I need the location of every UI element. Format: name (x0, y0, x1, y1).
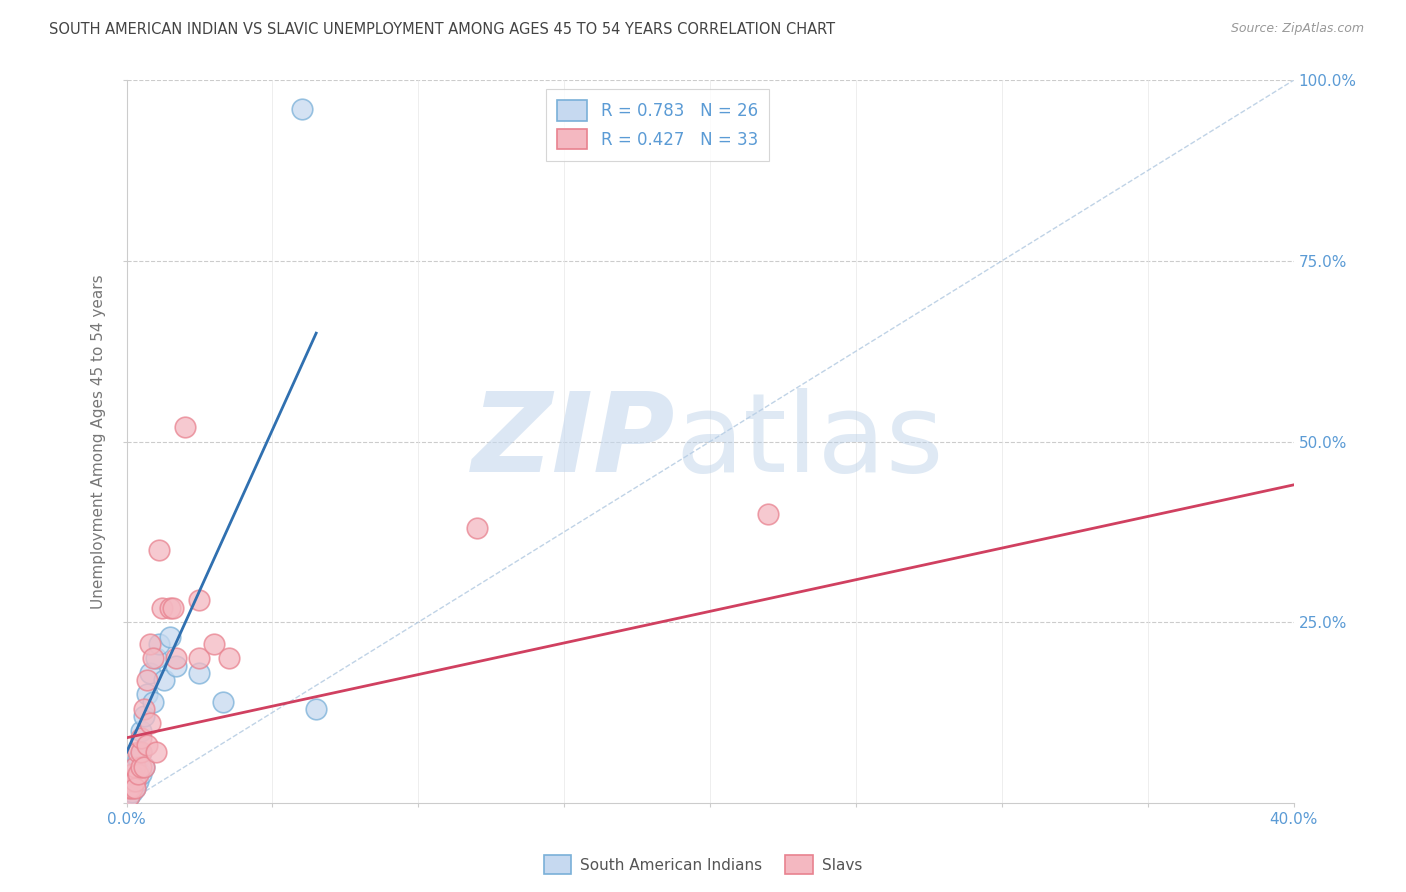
Point (124, 774, 146, 789)
Point (129, 767, 152, 781)
Point (129, 760, 152, 774)
Point (118, 774, 141, 789)
Point (121, 781, 143, 796)
Point (148, 637, 170, 651)
Legend: South American Indians, Slavs: South American Indians, Slavs (537, 849, 869, 880)
Point (188, 665, 211, 680)
Point (136, 687, 159, 701)
Point (218, 651, 240, 665)
Point (129, 745, 152, 759)
Point (139, 716, 162, 731)
Text: Source: ZipAtlas.com: Source: ZipAtlas.com (1230, 22, 1364, 36)
Point (121, 785, 143, 799)
Point (756, 507, 779, 521)
Point (211, 695, 233, 709)
Point (290, 102, 312, 116)
Point (139, 665, 162, 680)
Point (305, 702, 328, 716)
Point (136, 673, 159, 687)
Point (165, 651, 187, 665)
Point (132, 709, 155, 723)
Point (145, 651, 167, 665)
Point (188, 651, 211, 665)
Y-axis label: Unemployment Among Ages 45 to 54 years: Unemployment Among Ages 45 to 54 years (91, 274, 107, 609)
Text: ZIP: ZIP (471, 388, 675, 495)
Point (132, 760, 155, 774)
Point (162, 600, 184, 615)
Text: SOUTH AMERICAN INDIAN VS SLAVIC UNEMPLOYMENT AMONG AGES 45 TO 54 YEARS CORRELATI: SOUTH AMERICAN INDIAN VS SLAVIC UNEMPLOY… (49, 22, 835, 37)
Text: atlas: atlas (675, 388, 943, 495)
Point (142, 695, 165, 709)
Point (150, 600, 173, 615)
Point (142, 651, 165, 665)
Point (124, 760, 146, 774)
Point (153, 673, 176, 687)
Point (124, 760, 146, 774)
Point (129, 731, 152, 745)
Point (124, 774, 146, 789)
Point (159, 630, 181, 644)
Legend: R = 0.783   N = 26, R = 0.427   N = 33: R = 0.783 N = 26, R = 0.427 N = 33 (546, 88, 769, 161)
Point (121, 767, 143, 781)
Point (136, 738, 159, 752)
Point (465, 521, 488, 535)
Point (132, 760, 155, 774)
Point (129, 745, 152, 759)
Point (127, 774, 149, 789)
Point (165, 658, 187, 673)
Point (188, 593, 211, 607)
Point (118, 781, 141, 796)
Point (174, 420, 197, 434)
Point (118, 789, 141, 803)
Point (127, 745, 149, 759)
Point (159, 600, 181, 615)
Point (129, 723, 152, 738)
Point (124, 781, 146, 796)
Point (121, 767, 143, 781)
Point (127, 767, 149, 781)
Point (127, 752, 149, 766)
Point (145, 745, 167, 759)
Point (124, 781, 146, 796)
Point (148, 542, 170, 557)
Point (132, 702, 155, 716)
Point (202, 637, 225, 651)
Point (118, 781, 141, 796)
Point (118, 789, 141, 803)
Point (139, 637, 162, 651)
